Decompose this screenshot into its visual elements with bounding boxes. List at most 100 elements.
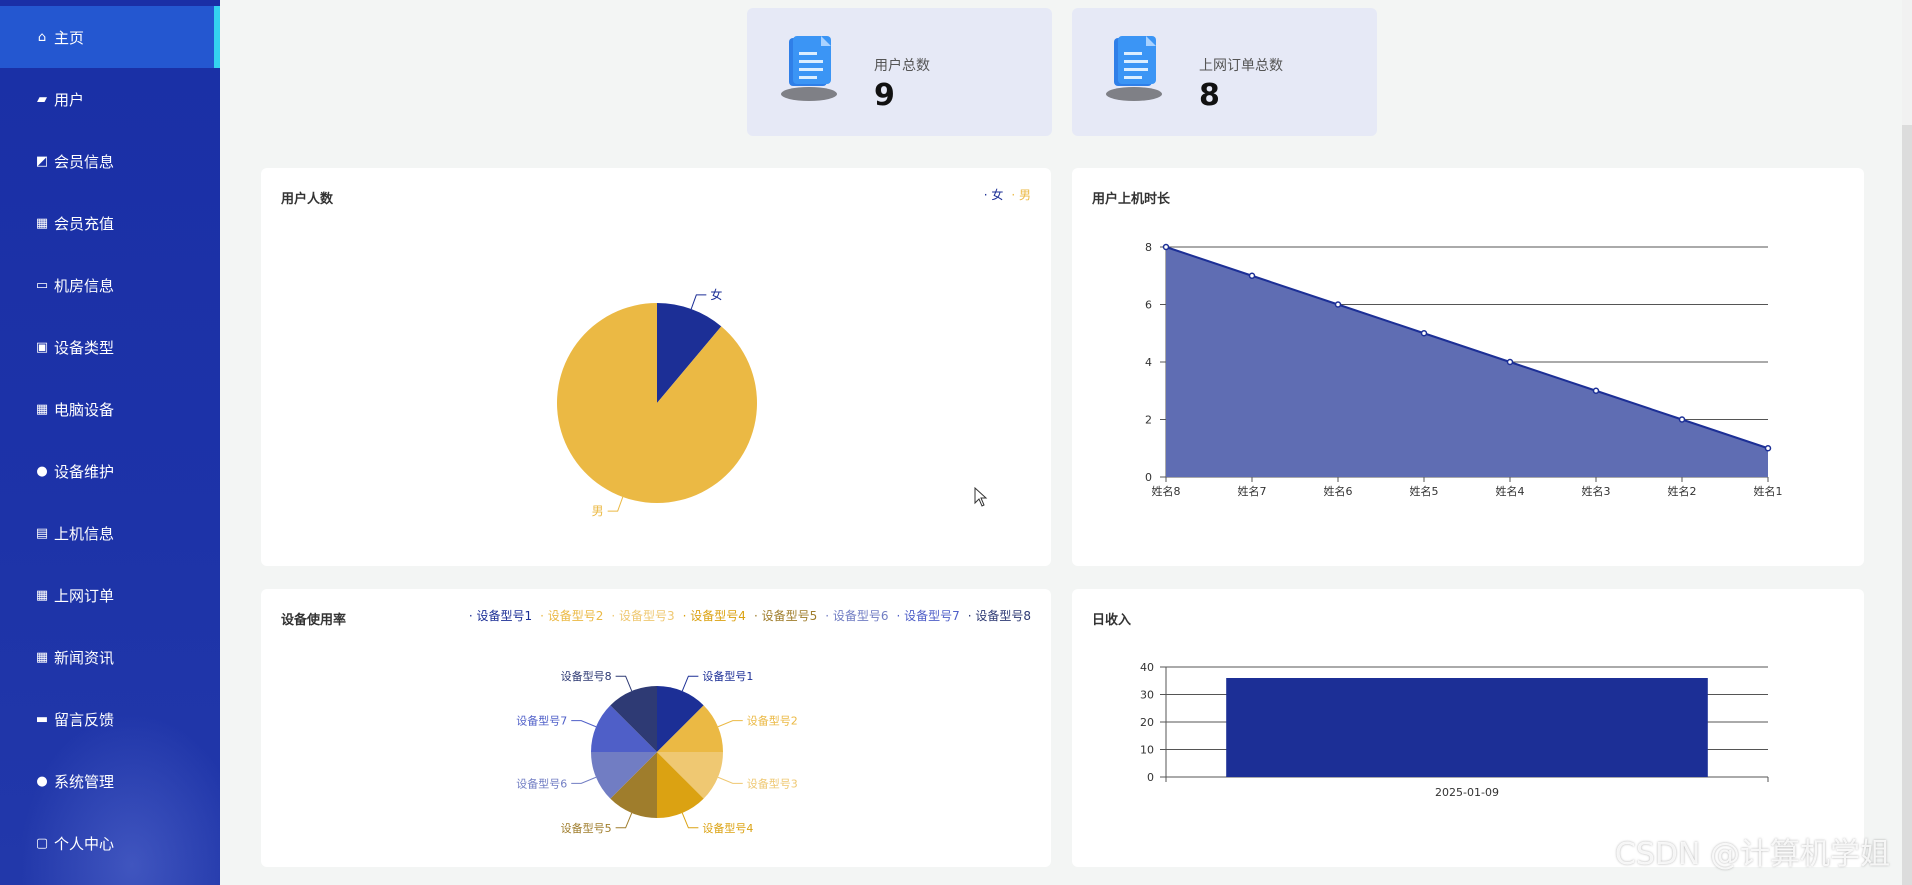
sidebar-item-label: 主页 [54,28,85,47]
pie-slice[interactable] [557,303,757,504]
pie-slice[interactable] [657,705,723,752]
grid-icon: ▦ [35,215,49,231]
pie-label: 设备型号3 [747,776,798,790]
stat-card-orders: 上网订单总数 8 [1072,8,1377,136]
legend-item[interactable]: · 设备型号1 [468,609,533,623]
pie-slice[interactable] [657,752,723,799]
legend-item[interactable]: · 男 [1011,188,1031,202]
stat-label: 上网订单总数 [1199,58,1283,74]
legend-item[interactable]: · 设备型号7 [896,609,960,623]
x-tick-label: 姓名2 [1668,484,1697,498]
x-tick-label: 姓名6 [1324,484,1353,498]
sidebar-item-label: 用户 [54,90,85,109]
x-tick-label: 姓名5 [1410,484,1439,498]
sidebar-item-8[interactable]: ▤ 上机信息 [0,502,220,564]
x-tick-label: 姓名4 [1496,484,1525,498]
sidebar-item-12[interactable]: ● 系统管理 [0,750,220,812]
panel-title: 用户上机时长 [1092,192,1171,207]
legend-item[interactable]: · 设备型号4 [682,609,746,623]
sidebar-item-13[interactable]: ▢ 个人中心 [0,812,220,874]
sidebar-item-7[interactable]: ● 设备维护 [0,440,220,502]
sidebar-item-1[interactable]: ▰ 用户 [0,68,220,130]
mouse-cursor-icon [974,487,988,507]
grid-icon: ▦ [35,649,49,665]
y-tick-label: 2 [1145,414,1152,427]
legend-item[interactable]: · 女 [983,188,1004,202]
pie-label: 设备型号7 [516,714,567,728]
y-tick-label: 30 [1140,689,1154,702]
pie-label-line [681,812,699,829]
pie-slice[interactable] [657,752,704,818]
pie-label: 设备型号4 [702,821,753,835]
ticket-icon: ▰ [37,91,47,107]
page-scrollbar[interactable] [1902,0,1912,885]
data-point[interactable] [1334,301,1342,308]
pie-label-line [681,675,699,692]
watermark: CSDN @计算机学姐 [1614,837,1890,872]
bar[interactable] [1226,678,1708,777]
sidebar-item-3[interactable]: ▦ 会员充值 [0,192,220,254]
sidebar-item-9[interactable]: ▦ 上网订单 [0,564,220,626]
sidebar-item-label: 留言反馈 [54,710,115,729]
pie-slice[interactable] [610,686,657,752]
sidebar-item-6[interactable]: ▦ 电脑设备 [0,378,220,440]
pie-label: 女 [710,287,722,302]
y-tick-label: 6 [1145,299,1152,312]
stat-label: 用户总数 [874,58,930,74]
sidebar-item-2[interactable]: ◩ 会员信息 [0,130,220,192]
sidebar-item-5[interactable]: ▣ 设备类型 [0,316,220,378]
x-tick-label: 姓名7 [1238,484,1267,498]
data-point[interactable] [1764,445,1772,452]
x-tick-label: 姓名3 [1582,484,1611,498]
data-point[interactable] [1162,243,1170,251]
document-icon [781,36,837,101]
legend-item[interactable]: · 设备型号6 [825,609,889,623]
y-tick-label: 0 [1145,471,1152,484]
sidebar: ⌂ 主页 ▰ 用户 ◩ 会员信息 ▦ 会员充值 ▭ 机房信息 ▣ 设备类型 ▦ 电脑设备 ● 设备维护 ▤ 上机信… [0,0,220,885]
y-tick-label: 10 [1140,744,1154,757]
panel-user-count: 用户人数 · 女 · 男 女男 [261,168,1051,566]
y-tick-label: 4 [1145,356,1152,369]
pie-slice[interactable] [591,705,657,752]
stat-value: 9 [874,78,895,113]
panel-daily-income: 日收入 0 10 20 30 40 2025-01-09 [1072,589,1864,867]
legend-item[interactable]: · 设备型号5 [753,609,818,623]
x-tick-label: 姓名8 [1152,484,1181,498]
data-point[interactable] [1420,330,1428,337]
x-tick-label: 2025-01-09 [1435,786,1499,799]
legend-item[interactable]: · 设备型号2 [540,609,604,623]
sidebar-item-0[interactable]: ⌂ 主页 [0,6,220,68]
pie-label: 设备型号5 [561,821,612,835]
data-point[interactable] [1248,272,1256,279]
stat-value: 8 [1199,78,1220,113]
calendar-icon: ▢ [35,835,49,851]
pie-label-line [615,675,633,692]
pie-label: 设备型号6 [516,776,567,790]
clipboard-icon: ▤ [35,525,49,541]
person-icon: ● [36,463,48,479]
sidebar-item-10[interactable]: ▦ 新闻资讯 [0,626,220,688]
panel-title: 设备使用率 [281,613,347,628]
pie-slice[interactable] [591,752,657,799]
sidebar-glow [0,685,220,885]
panel-title: 日收入 [1092,613,1132,628]
pie-slice[interactable] [610,752,657,818]
pie-label: 设备型号8 [561,669,612,683]
pie-slice[interactable] [657,686,704,752]
data-point[interactable] [1506,358,1514,366]
pie-slice[interactable] [657,303,722,403]
legend-item[interactable]: · 设备型号3 [611,609,675,623]
pie-chart-device-usage: 设备型号1 设备型号2 设备型号3 设备型号4 设备型号5 设备型号6 设备型号7 设备型号8 [516,669,798,835]
legend-item[interactable]: · 设备型号8 [967,609,1031,623]
data-point[interactable] [1678,416,1686,423]
y-tick-label: 20 [1140,716,1154,729]
panel-online-duration: 用户上机时长 0 2 4 6 8 姓名8 姓名7 姓名6 姓名5 姓名4 姓名3 姓名2 姓名1 [1072,168,1864,566]
sidebar-item-label: 上机信息 [54,524,115,543]
area-fill [1166,247,1768,477]
sidebar-item-11[interactable]: ▬ 留言反馈 [0,688,220,750]
scrollbar-thumb[interactable] [1902,125,1912,885]
sidebar-item-4[interactable]: ▭ 机房信息 [0,254,220,316]
sidebar-item-label: 会员充值 [54,214,115,233]
pie-label-line [571,776,597,784]
data-point[interactable] [1592,387,1600,394]
